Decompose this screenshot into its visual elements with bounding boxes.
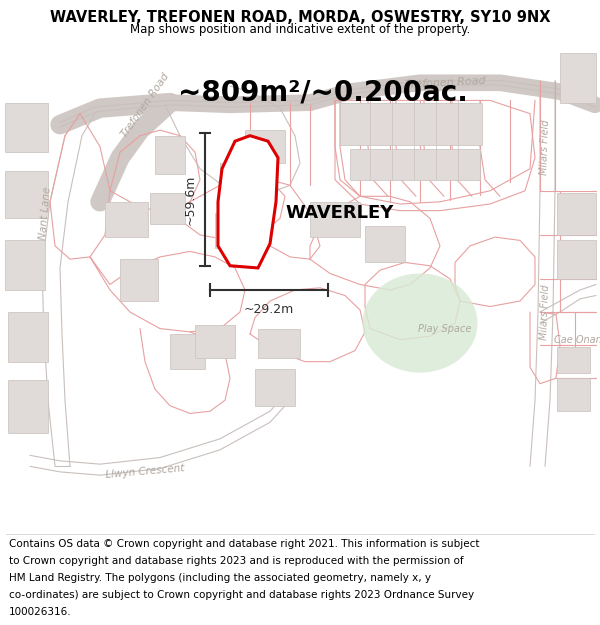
Text: ~809m²/~0.200ac.: ~809m²/~0.200ac.: [178, 78, 468, 106]
Polygon shape: [245, 130, 285, 163]
Text: co-ordinates) are subject to Crown copyright and database rights 2023 Ordnance S: co-ordinates) are subject to Crown copyr…: [9, 590, 474, 600]
Polygon shape: [5, 241, 45, 290]
Polygon shape: [155, 136, 185, 174]
Polygon shape: [8, 381, 48, 433]
Text: to Crown copyright and database rights 2023 and is reproduced with the permissio: to Crown copyright and database rights 2…: [9, 556, 464, 566]
Polygon shape: [8, 312, 48, 362]
Text: WAVERLEY: WAVERLEY: [286, 204, 394, 222]
Polygon shape: [5, 102, 48, 152]
Polygon shape: [350, 149, 480, 180]
Polygon shape: [557, 348, 590, 372]
Text: Contains OS data © Crown copyright and database right 2021. This information is : Contains OS data © Crown copyright and d…: [9, 539, 479, 549]
Polygon shape: [557, 378, 590, 411]
Polygon shape: [557, 241, 596, 279]
Polygon shape: [215, 213, 255, 248]
Text: Map shows position and indicative extent of the property.: Map shows position and indicative extent…: [130, 22, 470, 36]
Text: 100026316.: 100026316.: [9, 608, 71, 618]
Text: Milars Field: Milars Field: [539, 284, 551, 340]
Text: Llwyn Crescent: Llwyn Crescent: [105, 464, 185, 480]
Polygon shape: [560, 53, 596, 102]
Text: Trefonen Road: Trefonen Road: [404, 76, 485, 90]
Polygon shape: [255, 369, 295, 406]
Polygon shape: [218, 136, 278, 268]
Text: Cae Onan: Cae Onan: [554, 334, 600, 344]
Polygon shape: [258, 329, 300, 358]
Text: Milars Field: Milars Field: [539, 119, 551, 174]
Text: Nant Lane: Nant Lane: [38, 186, 52, 240]
Text: WAVERLEY, TREFONEN ROAD, MORDA, OSWESTRY, SY10 9NX: WAVERLEY, TREFONEN ROAD, MORDA, OSWESTRY…: [50, 11, 550, 26]
Text: ~59.6m: ~59.6m: [184, 174, 197, 225]
Polygon shape: [150, 193, 185, 224]
Polygon shape: [170, 334, 205, 369]
Polygon shape: [340, 102, 482, 144]
Text: Play Space: Play Space: [418, 324, 472, 334]
Text: HM Land Registry. The polygons (including the associated geometry, namely x, y: HM Land Registry. The polygons (includin…: [9, 573, 431, 583]
Polygon shape: [120, 259, 158, 301]
Text: ~29.2m: ~29.2m: [244, 303, 294, 316]
Polygon shape: [105, 202, 148, 237]
Polygon shape: [0, 48, 600, 532]
Ellipse shape: [362, 274, 478, 372]
Polygon shape: [557, 193, 596, 235]
Polygon shape: [220, 163, 265, 202]
Polygon shape: [5, 171, 48, 218]
Polygon shape: [310, 202, 360, 237]
Polygon shape: [195, 325, 235, 358]
Polygon shape: [365, 226, 405, 262]
Text: Trefonen Road: Trefonen Road: [119, 71, 171, 139]
